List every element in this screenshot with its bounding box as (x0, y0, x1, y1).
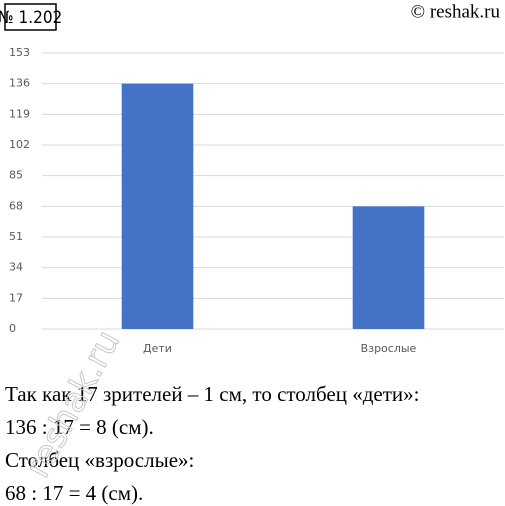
x-tick-label: Взрослые (361, 342, 417, 355)
bar (121, 83, 194, 330)
y-tick-label: 34 (9, 261, 23, 274)
plot: 0 17 34 51 68 85 102 119 136 153 Дети Взрослые (9, 46, 504, 355)
y-tick-label: 51 (9, 230, 23, 243)
y-tick-label: 119 (9, 107, 30, 120)
text-line: Так как 17 зрителей – 1 см, то столбец «… (5, 382, 419, 406)
x-tick-label: Дети (143, 342, 172, 355)
number-box (4, 3, 57, 31)
y-tick-label: 17 (9, 291, 23, 304)
y-tick-label: 0 (9, 322, 16, 335)
y-tick-label: 153 (9, 46, 30, 59)
text-line: 68 : 17 = 4 (см). (5, 481, 143, 505)
text-line: Столбец «взрослые»: (5, 448, 194, 472)
y-tick-label: 102 (9, 138, 30, 151)
source: © reshak.ru (411, 1, 501, 22)
y-tick-label: 85 (9, 169, 23, 182)
bar (352, 206, 425, 329)
y-tick-label: 68 (9, 199, 23, 212)
task-number: № 1.202 (0, 8, 62, 28)
y-tick-label: 136 (9, 77, 30, 90)
text-line: 136 : 17 = 8 (см). (5, 415, 154, 439)
